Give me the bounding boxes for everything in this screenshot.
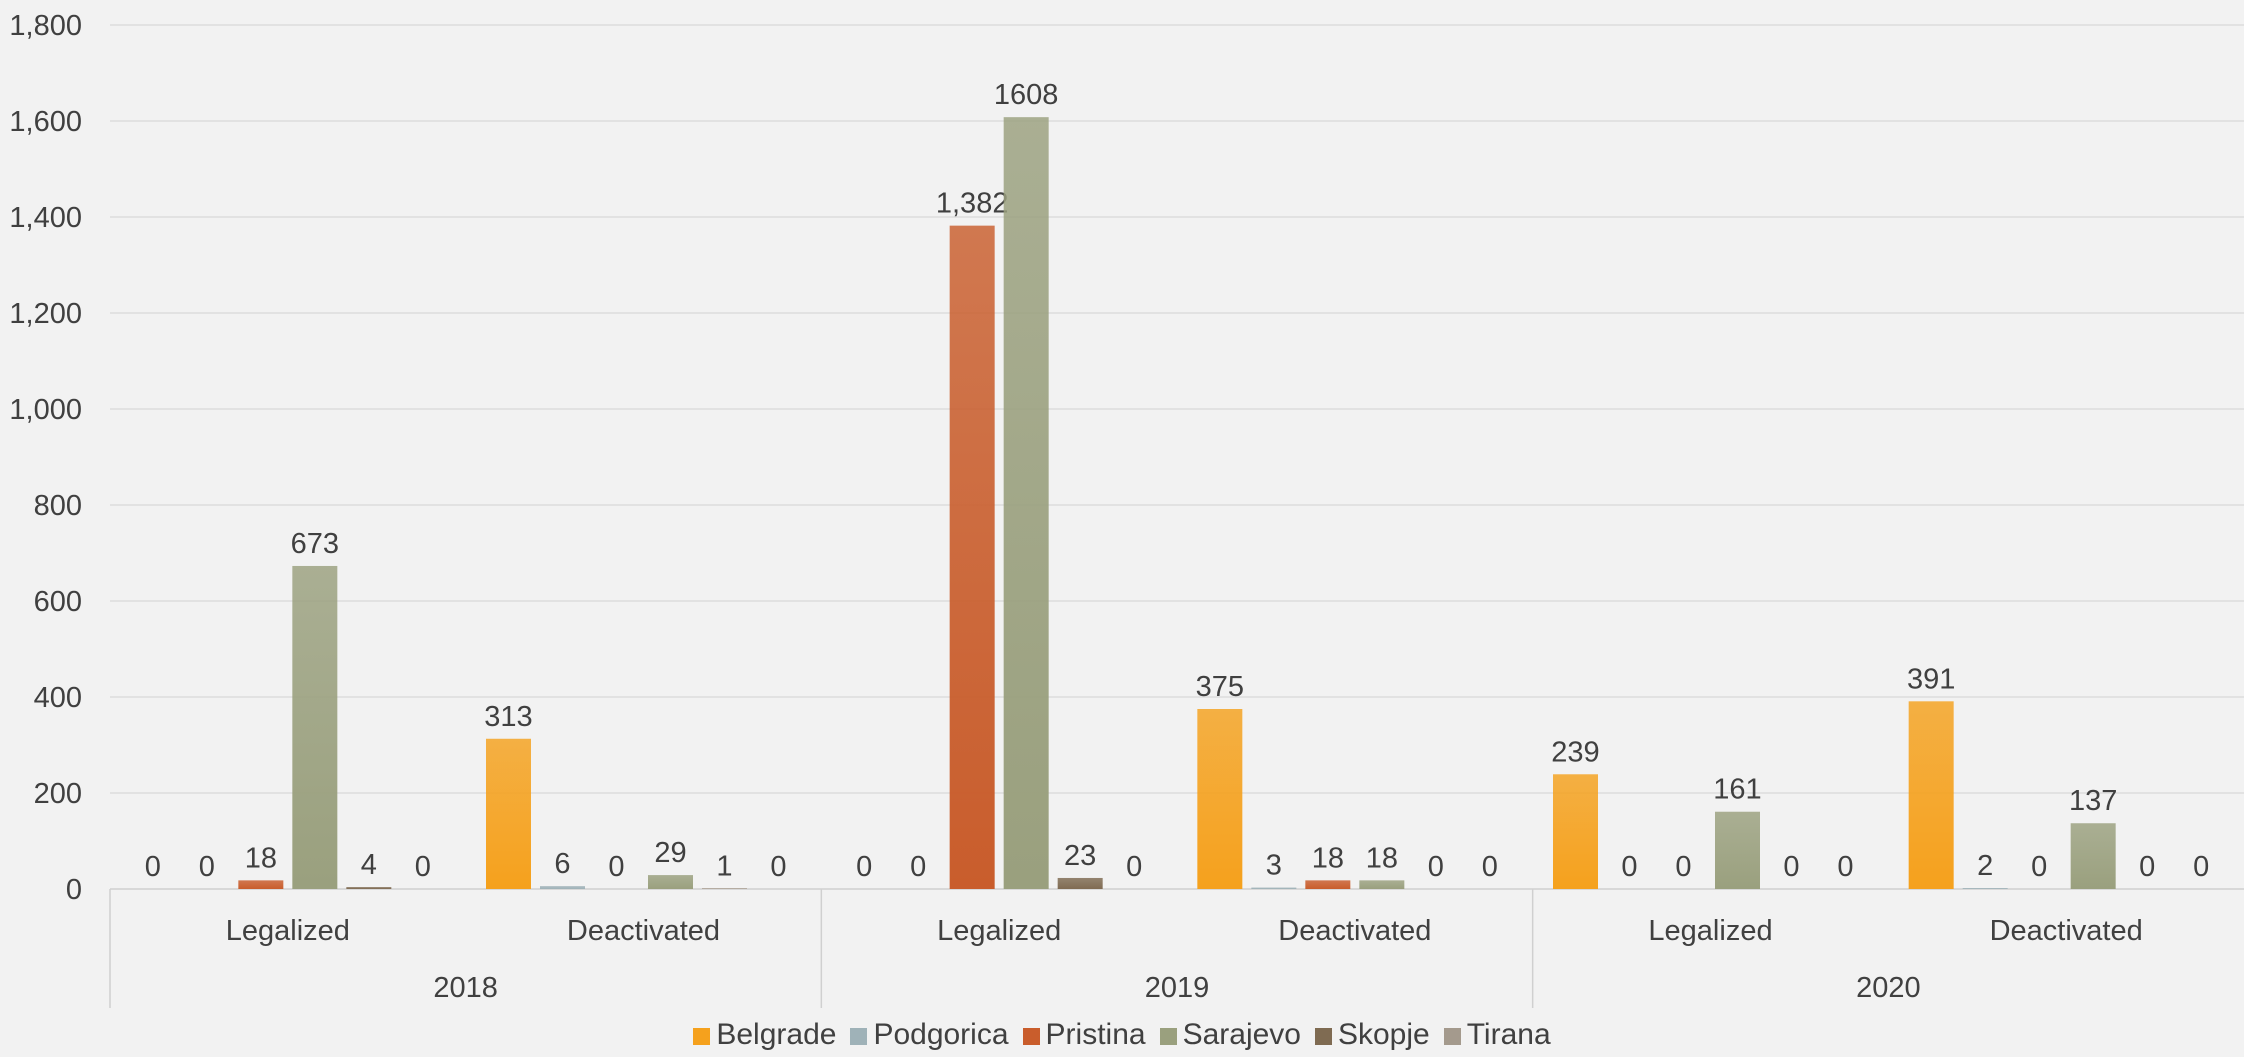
data-label: 0: [1675, 851, 1691, 883]
bar-sarajevo: [292, 566, 337, 889]
y-tick-label: 200: [34, 778, 82, 810]
x-group-label: 2019: [1145, 972, 1210, 1004]
legend-item: Belgrade: [693, 1018, 836, 1052]
x-category-label: Deactivated: [567, 915, 720, 947]
data-label: 29: [654, 837, 686, 869]
bar-sarajevo: [1004, 117, 1049, 889]
data-label: 673: [291, 528, 339, 560]
data-label: 0: [2193, 851, 2209, 883]
data-label: 0: [415, 851, 431, 883]
legend-label: Skopje: [1338, 1018, 1430, 1051]
data-label: 0: [910, 851, 926, 883]
data-label: 0: [1126, 851, 1142, 883]
data-label: 3: [1266, 850, 1282, 882]
data-label: 0: [1428, 851, 1444, 883]
data-label: 375: [1196, 671, 1244, 703]
y-tick-label: 800: [34, 490, 82, 522]
y-tick-label: 600: [34, 586, 82, 618]
data-label: 239: [1551, 736, 1599, 768]
data-label: 0: [1482, 851, 1498, 883]
legend-label: Podgorica: [873, 1018, 1008, 1051]
legend-item: Skopje: [1315, 1018, 1430, 1052]
data-label: 161: [1713, 774, 1761, 806]
bar-sarajevo: [1715, 812, 1760, 889]
bar-sarajevo: [648, 875, 693, 889]
data-label: 1608: [994, 79, 1059, 111]
bar-pristina: [238, 880, 283, 889]
x-group-label: 2020: [1856, 972, 1921, 1004]
y-tick-label: 1,200: [9, 298, 82, 330]
data-label: 0: [856, 851, 872, 883]
data-label: 0: [1837, 851, 1853, 883]
y-tick-label: 0: [66, 874, 82, 906]
data-label: 0: [770, 851, 786, 883]
bar-pristina: [950, 226, 995, 889]
data-label: 18: [1366, 842, 1398, 874]
legend: Belgrade Podgorica Pristina Sarajevo Skopje T…: [0, 1018, 2244, 1052]
legend-item: Sarajevo: [1160, 1018, 1301, 1052]
data-label: 0: [1621, 851, 1637, 883]
legend-label: Belgrade: [716, 1018, 836, 1051]
data-label: 0: [608, 851, 624, 883]
x-category-label: Deactivated: [1990, 915, 2143, 947]
data-label: 6: [554, 848, 570, 880]
data-label: 0: [1783, 851, 1799, 883]
y-tick-label: 1,600: [9, 106, 82, 138]
bar-podgorica: [1251, 888, 1296, 889]
x-category-label: Deactivated: [1278, 915, 1431, 947]
data-label: 0: [145, 851, 161, 883]
x-group-label: 2018: [433, 972, 498, 1004]
bar-belgrade: [1553, 774, 1598, 889]
bar-sarajevo: [2071, 823, 2116, 889]
legend-label: Tirana: [1467, 1018, 1551, 1051]
bar-podgorica: [1963, 888, 2008, 889]
legend-swatch: [1444, 1028, 1461, 1045]
data-label: 137: [2069, 785, 2117, 817]
legend-item: Pristina: [1023, 1018, 1146, 1052]
y-tick-label: 1,000: [9, 394, 82, 426]
legend-label: Sarajevo: [1183, 1018, 1301, 1051]
legend-swatch: [693, 1028, 710, 1045]
bar-skopje: [1058, 878, 1103, 889]
legend-swatch: [850, 1028, 867, 1045]
bar-pristina: [1305, 880, 1350, 889]
data-label: 18: [245, 842, 277, 874]
bar-belgrade: [486, 739, 531, 889]
y-tick-label: 1,800: [9, 10, 82, 42]
x-category-label: Legalized: [1648, 915, 1772, 947]
data-label: 18: [1312, 842, 1344, 874]
x-category-label: Legalized: [226, 915, 350, 947]
bar-skopje: [346, 887, 391, 889]
data-label: 391: [1907, 663, 1955, 695]
y-tick-label: 1,400: [9, 202, 82, 234]
data-label: 0: [2031, 851, 2047, 883]
bar-sarajevo: [1359, 880, 1404, 889]
data-label: 313: [484, 701, 532, 733]
x-category-label: Legalized: [937, 915, 1061, 947]
bar-belgrade: [1909, 701, 1954, 889]
legend-swatch: [1315, 1028, 1332, 1045]
legend-item: Podgorica: [850, 1018, 1008, 1052]
y-tick-label: 400: [34, 682, 82, 714]
data-label: 2: [1977, 850, 1993, 882]
data-label: 0: [2139, 851, 2155, 883]
data-label: 0: [199, 851, 215, 883]
data-label: 1,382: [936, 188, 1009, 220]
legend-swatch: [1023, 1028, 1040, 1045]
legend-item: Tirana: [1444, 1018, 1551, 1052]
legend-label: Pristina: [1046, 1018, 1146, 1051]
data-label: 1: [716, 851, 732, 883]
legend-swatch: [1160, 1028, 1177, 1045]
data-label: 23: [1064, 840, 1096, 872]
data-label: 4: [361, 849, 377, 881]
bar-belgrade: [1197, 709, 1242, 889]
bar-podgorica: [540, 886, 585, 889]
